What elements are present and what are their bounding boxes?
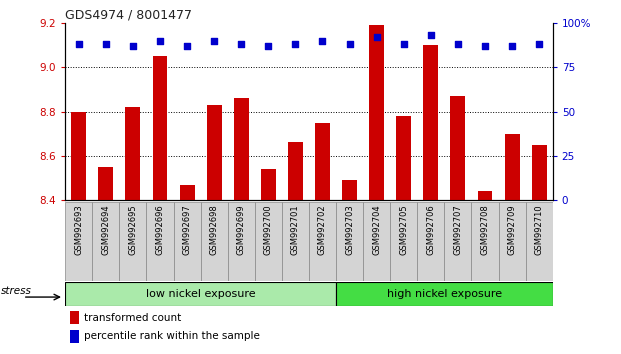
- Point: [507, 43, 517, 49]
- Point: [209, 38, 219, 44]
- Point: [101, 41, 111, 47]
- Text: GSM992710: GSM992710: [535, 204, 543, 255]
- Text: GSM992709: GSM992709: [507, 204, 517, 255]
- Text: GSM992700: GSM992700: [264, 204, 273, 255]
- Text: GSM992698: GSM992698: [210, 204, 219, 255]
- Bar: [65, 202, 93, 281]
- Point: [399, 41, 409, 47]
- Point: [534, 41, 544, 47]
- Text: GSM992707: GSM992707: [453, 204, 463, 255]
- Point: [453, 41, 463, 47]
- Bar: [336, 202, 363, 281]
- Bar: [424, 45, 438, 200]
- Point: [236, 41, 246, 47]
- Text: GSM992694: GSM992694: [101, 204, 111, 255]
- Bar: [179, 184, 194, 200]
- Bar: [499, 202, 525, 281]
- Point: [426, 33, 436, 38]
- Bar: [369, 25, 384, 200]
- Bar: [505, 134, 520, 200]
- Bar: [228, 202, 255, 281]
- Bar: [98, 167, 113, 200]
- Bar: [390, 202, 417, 281]
- Bar: [153, 56, 168, 200]
- Bar: [70, 330, 79, 343]
- Text: high nickel exposure: high nickel exposure: [387, 289, 502, 299]
- Bar: [363, 202, 390, 281]
- Bar: [471, 202, 499, 281]
- Text: low nickel exposure: low nickel exposure: [146, 289, 255, 299]
- Bar: [207, 105, 222, 200]
- Bar: [65, 282, 336, 306]
- Point: [74, 41, 84, 47]
- Point: [182, 43, 192, 49]
- Bar: [147, 202, 173, 281]
- Bar: [336, 282, 553, 306]
- Text: GSM992701: GSM992701: [291, 204, 300, 255]
- Bar: [282, 202, 309, 281]
- Bar: [201, 202, 228, 281]
- Text: GSM992696: GSM992696: [155, 204, 165, 255]
- Point: [263, 43, 273, 49]
- Point: [345, 41, 355, 47]
- Bar: [396, 116, 411, 200]
- Bar: [70, 312, 79, 324]
- Point: [155, 38, 165, 44]
- Bar: [125, 107, 140, 200]
- Bar: [532, 145, 546, 200]
- Bar: [233, 98, 248, 200]
- Point: [291, 41, 301, 47]
- Text: GSM992705: GSM992705: [399, 204, 408, 255]
- Bar: [173, 202, 201, 281]
- Point: [372, 34, 382, 40]
- Text: GSM992704: GSM992704: [372, 204, 381, 255]
- Bar: [525, 202, 553, 281]
- Text: percentile rank within the sample: percentile rank within the sample: [84, 331, 260, 342]
- Bar: [93, 202, 119, 281]
- Text: GSM992702: GSM992702: [318, 204, 327, 255]
- Text: GSM992697: GSM992697: [183, 204, 191, 255]
- Bar: [450, 96, 465, 200]
- Bar: [315, 122, 330, 200]
- Bar: [445, 202, 471, 281]
- Bar: [119, 202, 147, 281]
- Bar: [417, 202, 445, 281]
- Bar: [261, 169, 276, 200]
- Text: transformed count: transformed count: [84, 313, 181, 323]
- Point: [480, 43, 490, 49]
- Text: GSM992703: GSM992703: [345, 204, 354, 255]
- Text: GSM992708: GSM992708: [481, 204, 489, 255]
- Bar: [342, 180, 357, 200]
- Bar: [309, 202, 336, 281]
- Text: GDS4974 / 8001477: GDS4974 / 8001477: [65, 9, 193, 22]
- Point: [128, 43, 138, 49]
- Text: GSM992706: GSM992706: [427, 204, 435, 255]
- Text: GSM992699: GSM992699: [237, 204, 246, 255]
- Bar: [71, 112, 86, 200]
- Bar: [478, 191, 492, 200]
- Text: GSM992695: GSM992695: [129, 204, 137, 255]
- Bar: [255, 202, 282, 281]
- Text: stress: stress: [1, 286, 32, 296]
- Point: [317, 38, 327, 44]
- Text: GSM992693: GSM992693: [75, 204, 83, 255]
- Bar: [288, 142, 303, 200]
